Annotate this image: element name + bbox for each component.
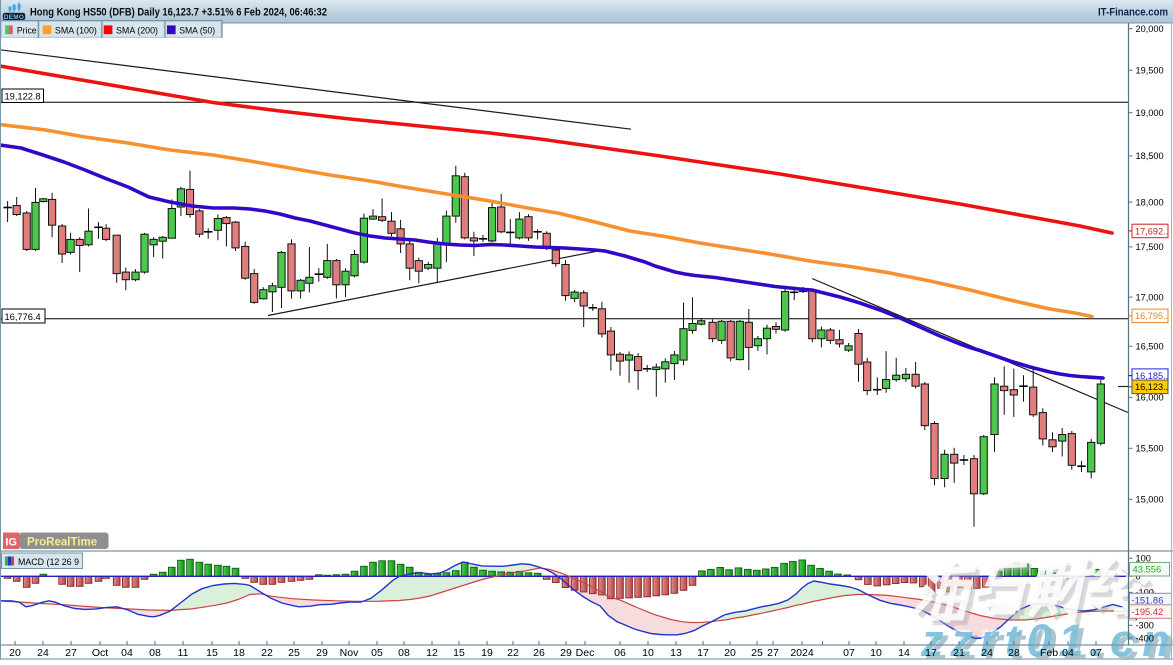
svg-text:13: 13: [670, 647, 682, 659]
svg-text:05: 05: [371, 647, 383, 659]
svg-text:19,122.8: 19,122.8: [5, 91, 41, 101]
svg-text:20,000: 20,000: [1136, 24, 1164, 34]
svg-text:04: 04: [1062, 647, 1074, 659]
svg-text:15: 15: [206, 647, 218, 659]
svg-text:17,500: 17,500: [1136, 242, 1164, 252]
svg-text:16,795..: 16,795..: [1135, 311, 1168, 321]
svg-text:Hong Kong HS50 (DFB) Daily 16,: Hong Kong HS50 (DFB) Daily 16,123.7 +3.5…: [30, 7, 327, 19]
svg-text:19,000: 19,000: [1136, 108, 1164, 118]
svg-text:29: 29: [316, 647, 328, 659]
svg-text:Dec: Dec: [576, 647, 595, 659]
svg-text:17: 17: [697, 647, 709, 659]
svg-text:2024: 2024: [790, 647, 814, 659]
svg-text:Oct: Oct: [92, 647, 108, 659]
svg-text:07: 07: [843, 647, 855, 659]
svg-text:28: 28: [1008, 647, 1020, 659]
svg-text:17: 17: [925, 647, 937, 659]
svg-text:24: 24: [981, 647, 993, 659]
svg-text:19,500: 19,500: [1136, 66, 1164, 76]
svg-text:-195.42: -195.42: [1132, 606, 1164, 617]
svg-text:15,500: 15,500: [1136, 444, 1164, 454]
svg-text:21: 21: [953, 647, 965, 659]
svg-text:10: 10: [870, 647, 882, 659]
svg-text:04: 04: [121, 647, 133, 659]
svg-text:SMA (50): SMA (50): [179, 25, 215, 36]
svg-text:SMA (200): SMA (200): [116, 25, 158, 36]
svg-text:22: 22: [261, 647, 273, 659]
svg-text:16,123..: 16,123..: [1135, 382, 1168, 392]
svg-text:19: 19: [481, 647, 493, 659]
svg-text:18: 18: [233, 647, 245, 659]
svg-text:27: 27: [65, 647, 77, 659]
svg-text:MACD (12 26 9: MACD (12 26 9: [18, 557, 79, 568]
svg-text:16,000: 16,000: [1136, 393, 1164, 403]
svg-text:Price: Price: [17, 25, 37, 36]
svg-text:-151.86: -151.86: [1132, 594, 1164, 605]
svg-text:20: 20: [9, 647, 21, 659]
svg-text:24: 24: [37, 647, 49, 659]
svg-text:08: 08: [398, 647, 410, 659]
svg-text:07: 07: [1090, 647, 1102, 659]
svg-text:08: 08: [149, 647, 161, 659]
svg-text:16,185..: 16,185..: [1135, 371, 1168, 381]
svg-text:17,692..: 17,692..: [1135, 226, 1168, 236]
svg-text:15,000: 15,000: [1136, 495, 1164, 505]
svg-text:IT-Finance.com: IT-Finance.com: [1098, 7, 1168, 19]
svg-text:27: 27: [767, 647, 779, 659]
svg-text:-300: -300: [1136, 621, 1154, 631]
svg-text:IG: IG: [5, 537, 17, 549]
svg-text:16,776.4: 16,776.4: [5, 312, 41, 322]
svg-text:Feb: Feb: [1040, 647, 1058, 659]
svg-text:25: 25: [288, 647, 300, 659]
svg-text:06: 06: [614, 647, 626, 659]
svg-text:SMA (100): SMA (100): [55, 25, 97, 36]
svg-text:22: 22: [507, 647, 519, 659]
svg-text:16,500: 16,500: [1136, 342, 1164, 352]
svg-text:18,500: 18,500: [1136, 151, 1164, 161]
svg-text:18,000: 18,000: [1136, 197, 1164, 207]
svg-text:Nov: Nov: [340, 647, 359, 659]
svg-text:17,000: 17,000: [1136, 292, 1164, 302]
svg-text:14: 14: [898, 647, 910, 659]
svg-text:29: 29: [560, 647, 572, 659]
svg-text:-400: -400: [1136, 633, 1154, 643]
svg-text:ProRealTime: ProRealTime: [27, 537, 97, 549]
svg-text:12: 12: [426, 647, 438, 659]
svg-text:DEMO: DEMO: [4, 14, 24, 21]
svg-text:25: 25: [751, 647, 763, 659]
svg-text:10: 10: [642, 647, 654, 659]
svg-text:20: 20: [724, 647, 736, 659]
svg-text:15: 15: [453, 647, 465, 659]
svg-text:11: 11: [178, 647, 189, 659]
svg-text:26: 26: [533, 647, 545, 659]
svg-text:43.556: 43.556: [1133, 564, 1162, 575]
